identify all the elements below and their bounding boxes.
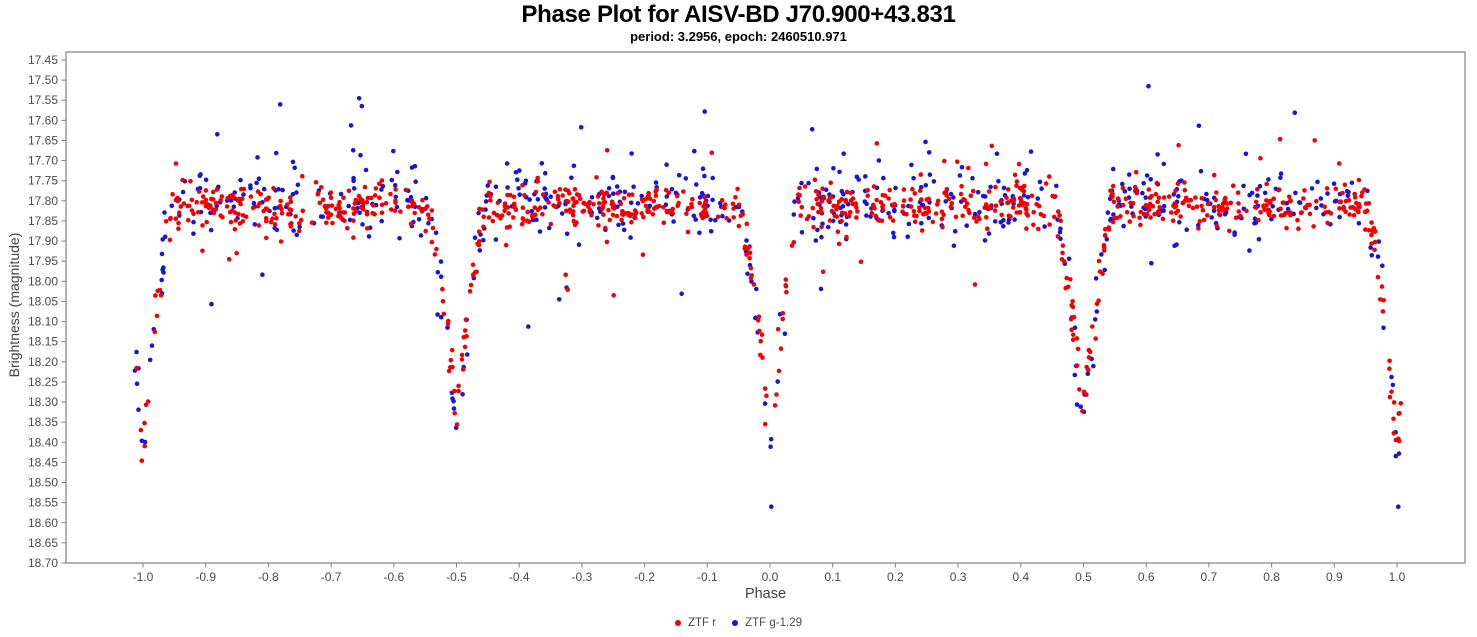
y-tick-label: 18.60	[28, 516, 58, 530]
x-tick-label: -0.1	[697, 570, 718, 584]
y-tick-label: 18.00	[28, 274, 58, 288]
x-tick-label: 0.7	[1201, 570, 1218, 584]
y-tick-label: 17.45	[28, 53, 58, 67]
y-tick-label: 17.75	[28, 174, 58, 188]
x-tick-label: -0.5	[446, 570, 467, 584]
x-tick-label: -0.8	[258, 570, 279, 584]
x-tick-label: 0.1	[824, 570, 841, 584]
y-tick-label: 18.25	[28, 375, 58, 389]
x-tick-label: 0.5	[1075, 570, 1092, 584]
plot-frame	[65, 51, 1466, 564]
y-tick-label: 17.50	[28, 73, 58, 87]
plot-canvas[interactable]: -1.0 -0.9 -0.8 -0.7 -0.6 -0.5 -0.4 -0.3 -0.2 -0.1…	[0, 0, 1477, 612]
x-tick-label: -0.7	[321, 570, 342, 584]
y-tick-label: 18.20	[28, 355, 58, 369]
x-tick-label: 0.0	[762, 570, 779, 584]
ztf-r-marker-icon	[675, 620, 681, 626]
x-tick-label: -0.4	[509, 570, 530, 584]
y-tick-label: 18.65	[28, 536, 58, 550]
x-tick-label: 0.2	[887, 570, 904, 584]
x-tick-label: 0.3	[950, 570, 967, 584]
series-ztf-r	[134, 136, 1404, 464]
legend-item-ztf-r: ZTF r	[675, 617, 716, 629]
y-tick-label: 17.80	[28, 194, 58, 208]
chart-subtitle: period: 3.2956, epoch: 2460510.971	[630, 29, 847, 44]
y-tick-label: 17.95	[28, 254, 58, 268]
y-tick-label: 18.10	[28, 315, 58, 329]
x-tick-label: 0.9	[1326, 570, 1343, 584]
series-ztf-g-1-29	[132, 83, 1402, 510]
y-tick-label: 17.65	[28, 133, 58, 147]
y-tick-label: 18.15	[28, 335, 58, 349]
x-axis-title: Phase	[744, 586, 787, 602]
y-tick-label: 18.45	[28, 455, 58, 469]
y-tick-label: 18.50	[28, 476, 58, 490]
x-tick-label: -0.2	[634, 570, 655, 584]
x-tick-label: 0.4	[1012, 570, 1029, 584]
x-tick-label: -0.9	[195, 570, 216, 584]
ztf-g-marker-icon	[732, 620, 739, 626]
y-tick-label: 17.70	[28, 154, 58, 168]
chart-title: Phase Plot for AISV-BD J70.900+43.831	[521, 1, 956, 28]
y-tick-label: 17.85	[28, 214, 58, 228]
y-tick-label: 17.55	[28, 93, 58, 107]
legend-item-ztf-g: ZTF g-1.29	[732, 617, 802, 629]
y-tick-label: 18.05	[28, 294, 58, 308]
x-tick-label: -0.6	[383, 570, 404, 584]
x-tick-label: 1.0	[1389, 570, 1406, 584]
y-tick-label: 18.35	[28, 415, 58, 429]
x-tick-label: 0.8	[1263, 570, 1280, 584]
x-tick-label: -0.3	[572, 570, 593, 584]
y-axis-title: Brightness (magnitude)	[6, 232, 22, 378]
legend-label-ztf-r: ZTF r	[688, 617, 717, 629]
y-tick-label: 18.55	[28, 496, 58, 510]
x-tick-label: 0.6	[1138, 570, 1155, 584]
legend: ZTF r ZTF g-1.29	[0, 617, 1477, 629]
legend-label-ztf-g: ZTF g-1.29	[745, 617, 802, 629]
y-tick-label: 17.60	[28, 113, 58, 127]
y-tick-label: 17.90	[28, 234, 58, 248]
y-tick-label: 18.70	[28, 556, 58, 570]
x-tick-label: -1.0	[133, 570, 154, 584]
y-tick-label: 18.40	[28, 435, 58, 449]
y-tick-label: 18.30	[28, 395, 58, 409]
